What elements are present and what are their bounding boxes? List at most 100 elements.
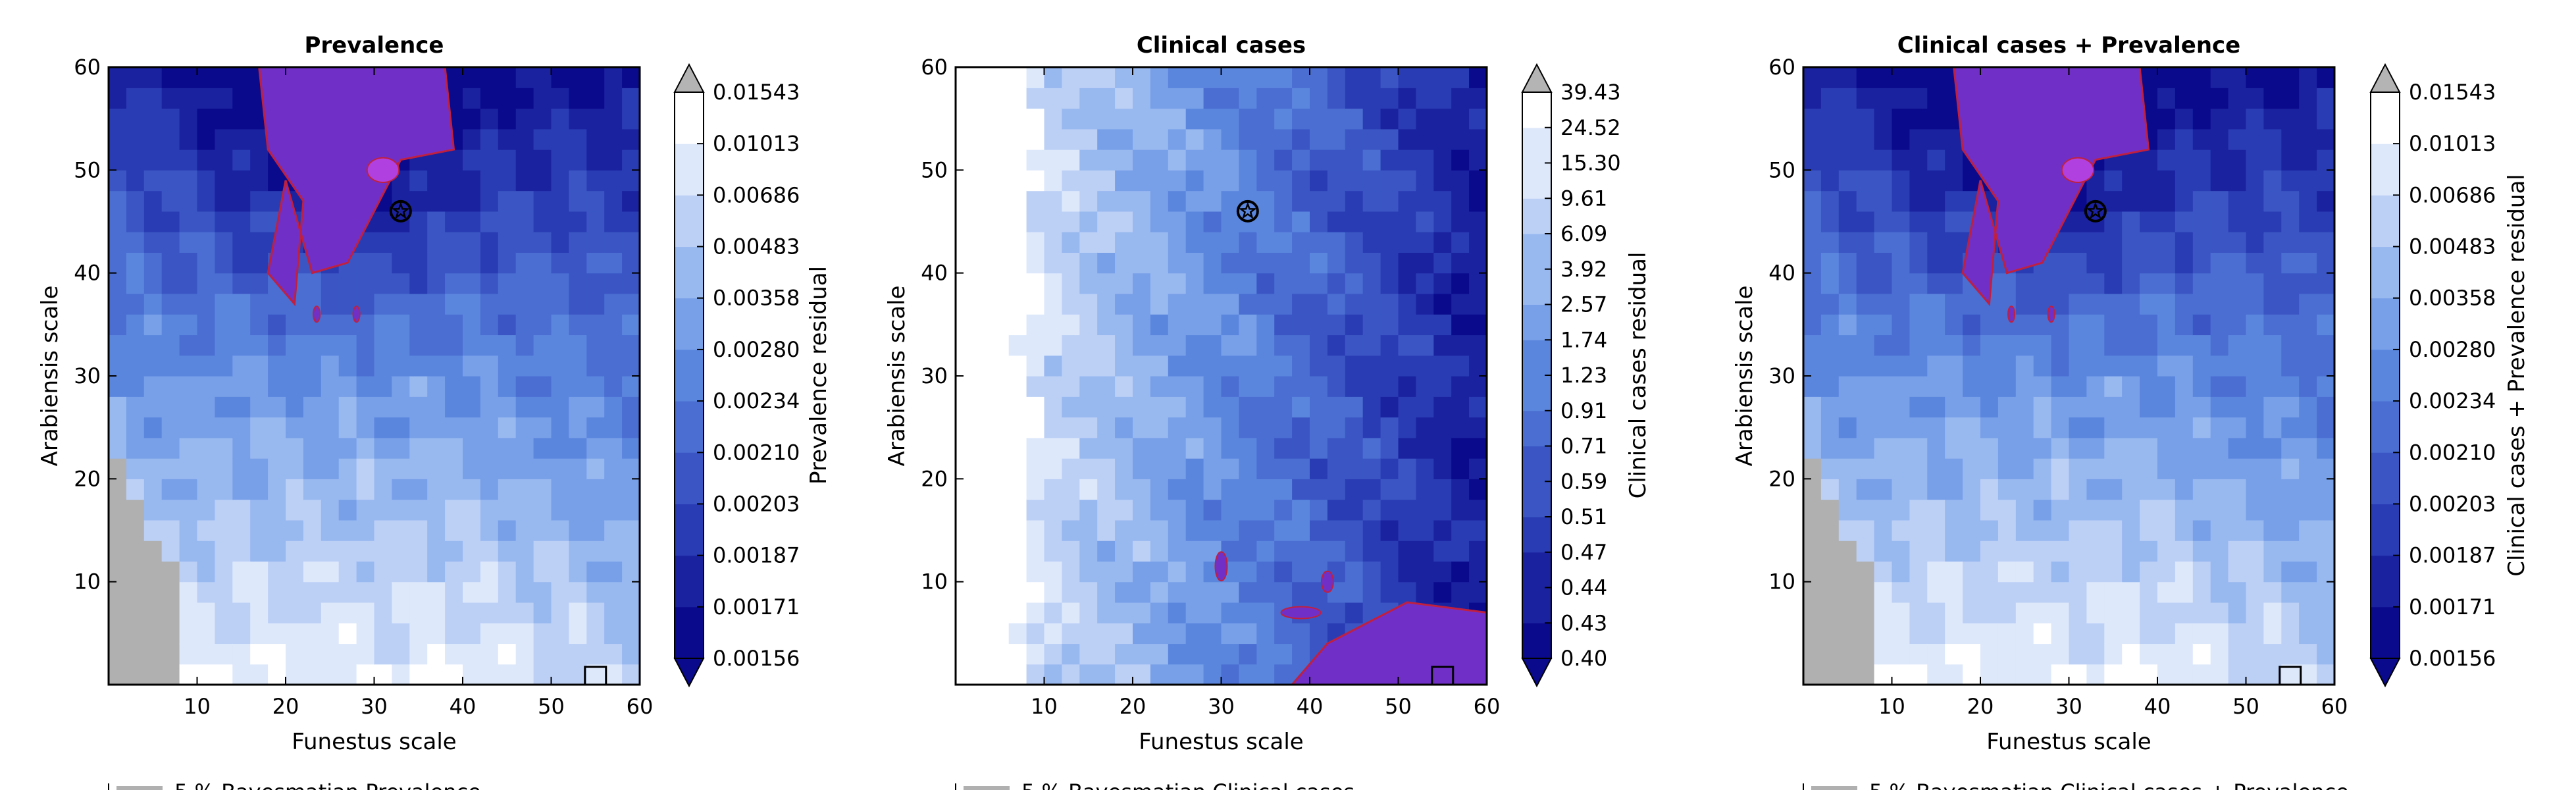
heatmap-cell [2228, 108, 2247, 130]
plot-title: Clinical cases [1137, 32, 1306, 59]
heatmap-cell [1451, 519, 1470, 541]
heatmap-cell [586, 88, 605, 109]
heatmap-cell [2317, 232, 2334, 253]
heatmap-cell [586, 540, 605, 562]
colorbar-segment [1522, 481, 1551, 517]
heatmap-cell [1221, 499, 1239, 521]
heatmap-cell [1892, 437, 1910, 459]
heatmap-cell [956, 376, 974, 397]
heatmap-cell [1185, 273, 1204, 294]
heatmap-cell [374, 458, 392, 479]
heatmap-cell [2246, 67, 2264, 88]
heatmap-cell [1239, 581, 1257, 603]
heatmap-cell [1221, 149, 1239, 171]
heatmap-cell [2246, 581, 2264, 603]
heatmap-cell [179, 623, 198, 645]
heatmap-cell [197, 417, 215, 438]
heatmap-cell [1079, 314, 1098, 336]
heatmap-cell [232, 396, 251, 418]
heatmap-cell [2175, 108, 2194, 130]
heatmap-cell [586, 623, 605, 645]
heatmap-cell [2299, 273, 2317, 294]
heatmap-cell [2069, 664, 2087, 685]
heatmap-cell [126, 540, 145, 562]
heatmap-cell [2033, 581, 2052, 603]
heatmap-cell [2140, 170, 2158, 192]
heatmap-cell [1008, 149, 1027, 171]
heatmap-cell [2263, 355, 2282, 377]
heatmap-cell [586, 334, 605, 356]
heatmap-cell [1874, 232, 1893, 253]
heatmap-cell [286, 479, 304, 500]
heatmap-cell [1274, 479, 1293, 500]
heatmap-cell [622, 67, 640, 88]
heatmap-cell [1256, 128, 1275, 150]
heatmap-cell [622, 458, 640, 479]
heatmap-cell [1856, 170, 1875, 192]
colorbar-segment [1522, 92, 1551, 128]
heatmap-cell [551, 396, 569, 418]
y-tick-label: 50 [74, 157, 101, 182]
heatmap-cell [2140, 67, 2158, 88]
heatmap-cell [1256, 602, 1275, 623]
heatmap-cell [126, 149, 145, 171]
heatmap-cell [1820, 376, 1840, 397]
heatmap-cell [2317, 458, 2334, 479]
heatmap-cell [1008, 67, 1027, 88]
heatmap-cell [586, 458, 605, 479]
heatmap-cell [533, 108, 552, 130]
heatmap-cell [1008, 232, 1027, 253]
heatmap-cell [1345, 540, 1364, 562]
heatmap-cell [1874, 190, 1893, 212]
heatmap-cell [586, 211, 605, 232]
heatmap-cell [1416, 170, 1434, 192]
heatmap-cell [268, 581, 286, 603]
heatmap-cell [463, 232, 481, 253]
heatmap-cell [1079, 519, 1098, 541]
heatmap-cell [2104, 314, 2123, 336]
heatmap-cell [232, 355, 251, 377]
heatmap-cell [463, 376, 481, 397]
heatmap-cell [427, 581, 446, 603]
heatmap-cell [321, 334, 340, 356]
heatmap-cell [1820, 458, 1840, 479]
heatmap-cell [109, 67, 127, 88]
heatmap-cell [1892, 664, 1910, 685]
heatmap-cell [1274, 108, 1293, 130]
heatmap-cell [551, 561, 569, 583]
heatmap-cell [1115, 108, 1133, 130]
heatmap-cell [409, 334, 428, 356]
heatmap-cell [2122, 561, 2140, 583]
heatmap-cell [1416, 499, 1434, 521]
heatmap-cell [604, 149, 623, 171]
heatmap-cell [1469, 252, 1487, 274]
heatmap-cell [2263, 149, 2282, 171]
heatmap-cell [533, 314, 552, 336]
heatmap-cell [1927, 437, 1945, 459]
heatmap-cell [1803, 252, 1822, 274]
heatmap-cell [1469, 355, 1487, 377]
colorbar-segment [2371, 401, 2400, 453]
heatmap-cell [1203, 519, 1222, 541]
heatmap-cell [1345, 293, 1364, 315]
heatmap-cell [2246, 376, 2264, 397]
heatmap-cell [1416, 519, 1434, 541]
heatmap-cell [1892, 88, 1910, 109]
heatmap-cell [480, 643, 499, 665]
heatmap-cell [1256, 252, 1275, 274]
heatmap-cell [197, 149, 215, 171]
heatmap-cell [1820, 293, 1840, 315]
heatmap-cell [215, 581, 233, 603]
heatmap-cell [498, 314, 517, 336]
heatmap-cell [604, 355, 623, 377]
heatmap-cell [1380, 108, 1399, 130]
heatmap-cell [215, 540, 233, 562]
heatmap-cell [1079, 437, 1098, 459]
heatmap-cell [1469, 149, 1487, 171]
heatmap-cell [569, 437, 587, 459]
heatmap-cell [533, 623, 552, 645]
heatmap-cell [551, 540, 569, 562]
heatmap-cell [2122, 376, 2140, 397]
heatmap-cell [286, 355, 304, 377]
heatmap-cell [1310, 623, 1328, 645]
